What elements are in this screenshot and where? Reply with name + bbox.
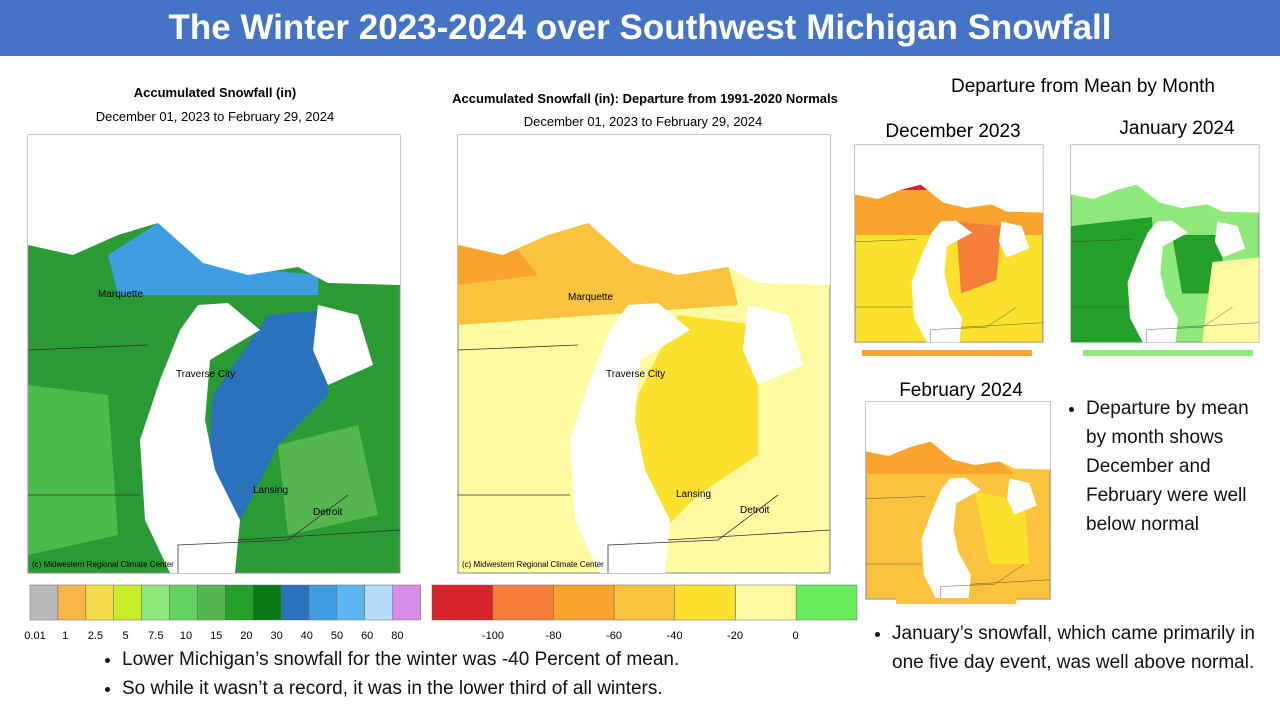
snowfall-map: Accumulated Snowfall (in) December 01, 2… — [27, 85, 401, 574]
legend-swatch — [141, 584, 170, 621]
map-title: Accumulated Snowfall (in): Departure fro… — [452, 91, 838, 106]
legend-swatch — [169, 584, 198, 621]
city-label: Marquette — [568, 292, 613, 303]
legend-label: 80 — [391, 630, 403, 642]
legend-label: 0.01 — [24, 630, 45, 642]
map-subtitle: December 01, 2023 to February 29, 2024 — [96, 109, 334, 124]
legend-swatch — [735, 584, 797, 621]
legend-swatch — [113, 584, 142, 621]
legend-label: 0 — [792, 630, 798, 642]
legend-label: -100 — [482, 630, 504, 642]
legend-label: -40 — [667, 630, 683, 642]
legend-swatch — [225, 584, 254, 621]
map-credit: (c) Midwestern Regional Climate Center — [32, 560, 174, 569]
legend-swatch — [280, 584, 310, 621]
departure-legend: -100 -80 -60 -40 -20 0 — [431, 584, 858, 642]
legend-label: 2.5 — [88, 630, 103, 642]
bullet: Lower Michigan’s snowfall for the winter… — [122, 645, 852, 674]
month-label: January 2024 — [1119, 118, 1235, 139]
bullet: So while it wasn’t a record, it was in t… — [122, 674, 852, 703]
note-right: Departure by mean by month shows Decembe… — [1058, 394, 1273, 539]
legend-swatch — [197, 584, 226, 621]
city-label: Traverse City — [176, 369, 235, 380]
february-map — [865, 401, 1051, 600]
legend-swatch — [674, 584, 736, 621]
legend-swatch — [57, 584, 87, 621]
month-label: December 2023 — [885, 121, 1020, 142]
bullet: January’s snowfall, which came primarily… — [892, 619, 1272, 677]
map-credit: (c) Midwestern Regional Climate Center — [462, 560, 604, 569]
small-legends — [862, 350, 1253, 604]
legend-swatch — [308, 584, 338, 621]
legend-swatch — [392, 584, 421, 621]
city-label: Lansing — [676, 489, 711, 500]
month-label: February 2024 — [899, 380, 1023, 401]
legend-swatch — [431, 584, 493, 621]
january-map — [1070, 144, 1260, 343]
monthly-heading: Departure from Mean by Month — [951, 76, 1215, 97]
map-title: Accumulated Snowfall (in) — [134, 85, 297, 100]
legend-label: -60 — [606, 630, 622, 642]
legend-label: 15 — [210, 630, 222, 642]
legend-swatch — [613, 584, 676, 621]
city-label: Detroit — [740, 505, 770, 516]
note-bottom: Lower Michigan’s snowfall for the winter… — [92, 645, 852, 703]
legend-label: 7.5 — [148, 630, 163, 642]
city-label: Marquette — [98, 289, 143, 300]
legend-label: -80 — [546, 630, 562, 642]
city-label: Detroit — [313, 507, 343, 518]
snowfall-legend: 0.01 1 2.5 5 7.5 10 15 20 30 40 50 60 80 — [24, 584, 421, 642]
city-label: Traverse City — [606, 369, 665, 380]
slide-title: The Winter 2023-2024 over Southwest Mich… — [0, 0, 1280, 56]
legend-swatch — [85, 584, 114, 621]
bullet: Departure by mean by month shows Decembe… — [1086, 394, 1273, 539]
map-subtitle: December 01, 2023 to February 29, 2024 — [524, 114, 762, 129]
legend-label: 60 — [361, 630, 373, 642]
legend-label: 30 — [270, 630, 282, 642]
note-right: January’s snowfall, which came primarily… — [862, 619, 1272, 677]
legend-swatch — [492, 584, 554, 621]
legend-swatch — [553, 584, 615, 621]
legend-label: 50 — [331, 630, 343, 642]
legend-swatch — [29, 584, 59, 621]
legend-swatch — [795, 584, 858, 621]
city-label: Lansing — [253, 485, 288, 496]
legend-label: 5 — [123, 630, 129, 642]
december-map — [854, 144, 1044, 343]
legend-swatch — [336, 584, 366, 621]
legend-label: 20 — [240, 630, 252, 642]
legend-swatch — [364, 584, 393, 621]
legend-label: 40 — [301, 630, 313, 642]
legend-label: 10 — [180, 630, 192, 642]
departure-map: Accumulated Snowfall (in): Departure fro… — [452, 91, 838, 574]
legend-label: 1 — [62, 630, 68, 642]
legend-swatch — [252, 584, 282, 621]
legend-label: -20 — [727, 630, 743, 642]
